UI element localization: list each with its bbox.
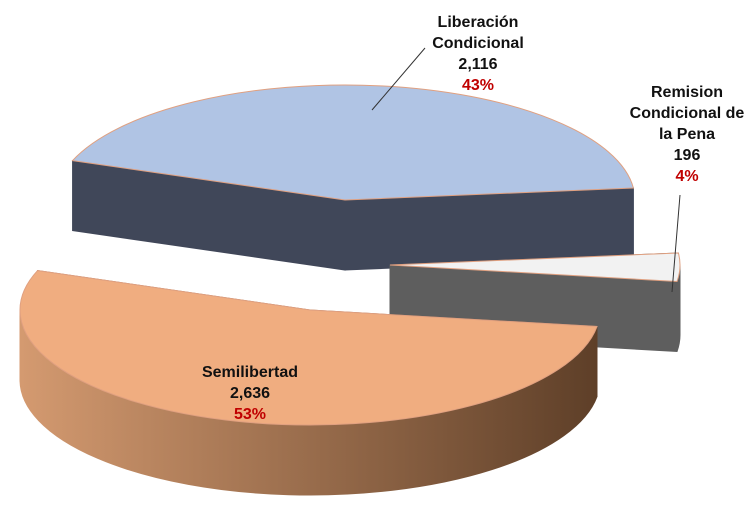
leader-line [371, 47, 426, 111]
slice [71, 84, 635, 201]
slice [19, 270, 598, 426]
leader-line [671, 194, 681, 293]
value-label: 2,116 [458, 56, 498, 73]
value-label: 2,636 [229, 385, 271, 402]
slice-label: Semilibertad 2,636 53% [180, 362, 320, 425]
category-label: Remision Condicional de la Pena [629, 84, 745, 143]
percent-label: 53% [233, 406, 267, 423]
percent-label: 4% [675, 168, 699, 185]
value-label: 196 [673, 147, 701, 164]
slice-label: Remision Condicional de la Pena 196 4% [628, 82, 746, 187]
slice [389, 252, 681, 283]
category-label: Liberación Condicional [432, 14, 524, 52]
percent-label: 43% [461, 77, 495, 94]
category-label: Semilibertad [201, 364, 299, 381]
slice-label: Liberación Condicional 2,116 43% [408, 12, 548, 96]
